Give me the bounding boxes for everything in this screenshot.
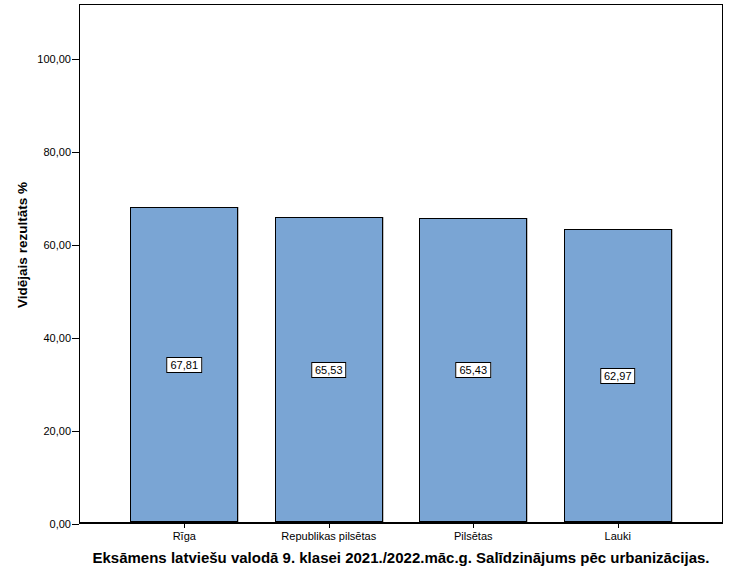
y-tick-label: 100,00	[37, 53, 71, 65]
x-tick-mark	[473, 522, 474, 528]
x-tick-mark	[618, 522, 619, 528]
y-axis-title: Vidējais rezultāts %	[15, 182, 30, 308]
y-tick-mark	[72, 338, 79, 339]
bar-value-label: 65,53	[311, 362, 347, 378]
y-tick-label: 40,00	[43, 332, 71, 344]
bar-slot: 62,97Lauki	[546, 5, 691, 522]
y-tick-label: 80,00	[43, 146, 71, 158]
y-tick-mark	[72, 431, 79, 432]
bar-slot: 67,81Rīga	[112, 5, 257, 522]
bar: 65,43	[419, 218, 527, 522]
bar-value-label: 65,43	[455, 362, 491, 378]
x-category-label: Republikas pilsētas	[281, 530, 376, 542]
bar-value-label: 62,97	[600, 368, 636, 384]
bar: 65,53	[275, 217, 383, 522]
bar-chart: Vidējais rezultāts % 0,00 20,00 40,00 60,00…	[0, 0, 731, 585]
x-category-label: Lauki	[605, 530, 631, 542]
plot-area: 67,81Rīga65,53Republikas pilsētas65,43Pi…	[79, 4, 723, 524]
bar: 62,97	[564, 229, 672, 522]
y-tick-label: 60,00	[43, 239, 71, 251]
y-tick-mark	[72, 524, 79, 525]
y-tick-label: 20,00	[43, 425, 71, 437]
chart-title: Eksāmens latviešu valodā 9. klasei 2021.…	[79, 549, 723, 566]
y-tick-label: 0,00	[50, 518, 71, 530]
bar-slot: 65,53Republikas pilsētas	[257, 5, 402, 522]
y-tick-mark	[72, 152, 79, 153]
x-category-label: Pilsētas	[454, 530, 493, 542]
y-tick-mark	[72, 59, 79, 60]
x-tick-mark	[329, 522, 330, 528]
y-tick-mark	[72, 245, 79, 246]
bar: 67,81	[130, 207, 238, 522]
bars-row: 67,81Rīga65,53Republikas pilsētas65,43Pi…	[80, 5, 722, 522]
x-category-label: Rīga	[173, 530, 196, 542]
bar-value-label: 67,81	[166, 357, 202, 373]
bar-slot: 65,43Pilsētas	[401, 5, 546, 522]
x-tick-mark	[184, 522, 185, 528]
